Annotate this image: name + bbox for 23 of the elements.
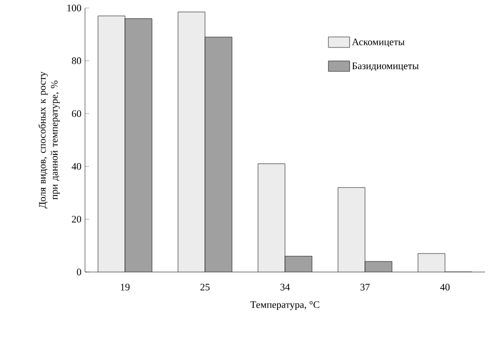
bar [205, 37, 232, 272]
bar [178, 12, 205, 272]
bar [338, 188, 365, 272]
y-tick-label: 20 [72, 216, 82, 223]
legend-label: Аскомицеты [352, 38, 405, 48]
y-axis-title: Доля видов, способных к росту при данной температуре, % [38, 72, 60, 208]
y-tick-label: 60 [72, 110, 82, 117]
y-tick-label: 40 [72, 163, 82, 170]
x-tick-label: 37 [360, 284, 370, 290]
x-axis-title: Температура, °C [250, 301, 320, 310]
bar [125, 18, 152, 272]
bar [98, 16, 125, 272]
bar [258, 164, 285, 272]
bar [285, 256, 312, 272]
bar [418, 253, 446, 272]
y-tick-label: 0 [76, 268, 82, 276]
x-tick-label: 34 [280, 284, 290, 290]
x-tick-label: 19 [120, 284, 130, 290]
legend-label: Базидиомицеты [352, 62, 419, 72]
y-tick-label: 80 [72, 57, 82, 64]
x-tick-label: 25 [200, 284, 210, 290]
x-tick-label: 40 [440, 284, 450, 290]
y-tick-label: 100 [67, 4, 82, 12]
